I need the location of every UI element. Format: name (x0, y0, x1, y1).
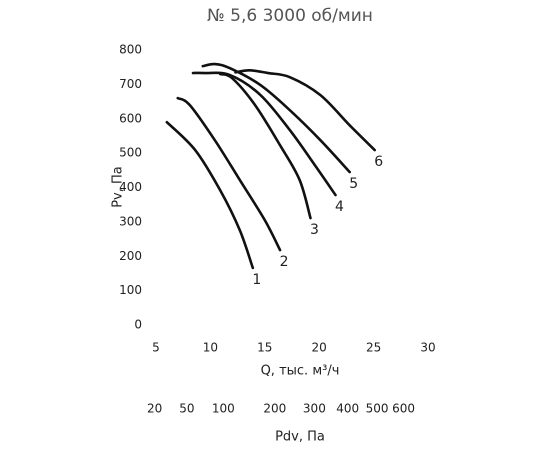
y-tick-label: 0 (134, 318, 142, 332)
y-axis-label: Pv, Па (111, 166, 126, 208)
curve (234, 68, 376, 152)
x2-tick-label: 50 (179, 402, 194, 416)
x-tick-label: 25 (366, 341, 381, 355)
legend-label: 5 (349, 176, 358, 192)
y-tick-label: 300 (119, 214, 142, 228)
legend-label: 4 (335, 199, 344, 215)
curve (201, 62, 351, 174)
x-tick-label: 20 (312, 341, 327, 355)
x-tick-label: 30 (420, 341, 435, 355)
x-tick-label: 10 (203, 341, 218, 355)
x2-tick-label: 500 (366, 402, 389, 416)
y-tick-label: 100 (119, 283, 142, 297)
y-tick-label: 500 (119, 146, 142, 160)
x2-tick-label: 600 (392, 402, 415, 416)
y-tick-label: 400 (119, 180, 142, 194)
curve (176, 96, 282, 252)
x-tick-label: 5 (152, 341, 160, 355)
legend-label: 3 (310, 222, 319, 238)
x-tick-label: 15 (257, 341, 272, 355)
curve (165, 120, 255, 270)
x2-axis-label: Pdv, Па (275, 430, 325, 445)
y-tick-label: 700 (119, 77, 142, 91)
y-tick-label: 800 (119, 43, 142, 57)
x2-tick-label: 300 (303, 402, 326, 416)
x-axis-label: Q, тыс. м³/ч (261, 364, 340, 379)
y-tick-label: 600 (119, 111, 142, 125)
legend-label: 6 (374, 154, 383, 170)
x2-tick-label: 200 (263, 402, 286, 416)
x2-tick-label: 100 (212, 402, 235, 416)
legend-label: 2 (280, 254, 289, 270)
curve (191, 71, 337, 197)
chart-title: № 5,6 3000 об/мин (207, 6, 373, 26)
x2-tick-label: 400 (336, 402, 359, 416)
curve (218, 72, 312, 220)
y-tick-label: 200 (119, 249, 142, 263)
legend-label: 1 (252, 272, 261, 288)
x2-tick-label: 20 (147, 402, 162, 416)
